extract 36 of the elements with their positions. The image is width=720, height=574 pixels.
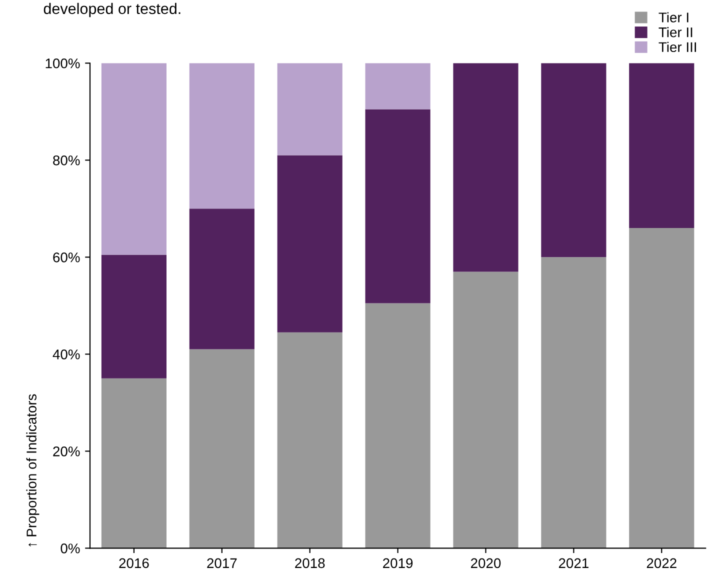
y-tick-label: 100% [46,58,80,68]
bar [101,254,167,378]
y-tick-label: 20% [53,446,80,456]
bar [541,63,606,258]
y-axis-title: ↑ Proportion of Indicators [26,394,40,546]
bar [189,349,254,548]
x-tick-label: 2016 [119,558,149,568]
bar [453,272,518,548]
bar [101,63,167,255]
bar [629,63,694,228]
bar [101,378,167,548]
bar [453,63,518,272]
bar [189,63,254,209]
bar [277,63,342,156]
y-tick-label: 0% [60,544,80,554]
bar [365,303,430,548]
x-tick-label: 2019 [383,558,413,568]
bar [365,109,430,304]
legend-label: Tier I [658,12,688,22]
x-tick-label: 2021 [558,558,588,568]
bar [189,208,254,350]
bar [277,155,342,332]
bar [541,257,606,548]
legend-label: Tier II [658,27,692,38]
y-tick-label: 60% [53,252,80,262]
x-tick-label: 2022 [646,558,676,568]
x-tick-label: 2018 [295,558,325,568]
x-tick-label: 2020 [470,558,501,568]
y-tick-label: 80% [53,155,80,166]
x-tick-label: 2017 [207,558,237,568]
y-tick-label: 40% [52,349,80,360]
bar [629,228,694,548]
legend-label: Tier III [658,42,696,52]
bar [277,332,342,548]
text: developed or tested. [44,2,180,18]
bar [365,63,430,110]
